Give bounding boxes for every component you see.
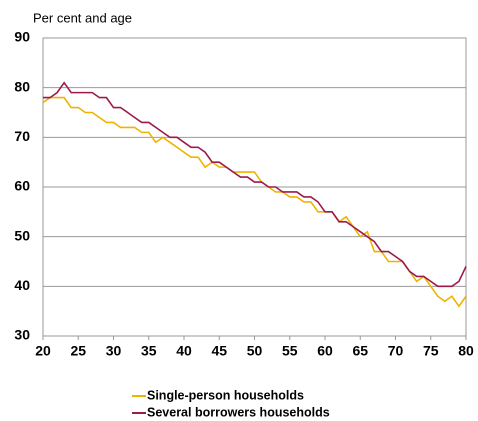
- x-tick-label: 75: [423, 343, 439, 359]
- x-tick-label: 35: [141, 343, 157, 359]
- x-tick-label: 80: [458, 343, 474, 359]
- y-tick-label: 80: [14, 78, 30, 94]
- x-tick-label: 55: [282, 343, 298, 359]
- y-tick-label: 90: [14, 29, 30, 45]
- x-tick-label: 20: [35, 343, 51, 359]
- x-tick-label: 65: [352, 343, 368, 359]
- x-tick-label: 45: [211, 343, 227, 359]
- y-tick-label: 60: [14, 178, 30, 194]
- x-tick-label: 30: [106, 343, 122, 359]
- x-tick-label: 25: [70, 343, 86, 359]
- x-tick-label: 60: [317, 343, 333, 359]
- series-line: [42, 96, 467, 308]
- x-tick-label: 50: [247, 343, 263, 359]
- series-line: [43, 81, 467, 288]
- legend-label: Several borrowers households: [147, 405, 330, 419]
- y-tick-label: 40: [14, 277, 30, 293]
- legend-label: Single-person households: [147, 388, 304, 402]
- y-axis-label: Per cent and age: [33, 10, 132, 25]
- y-tick-label: 50: [14, 227, 30, 243]
- y-tick-label: 30: [14, 327, 30, 343]
- y-tick-label: 70: [14, 128, 30, 144]
- x-tick-label: 70: [388, 343, 404, 359]
- x-tick-label: 40: [176, 343, 192, 359]
